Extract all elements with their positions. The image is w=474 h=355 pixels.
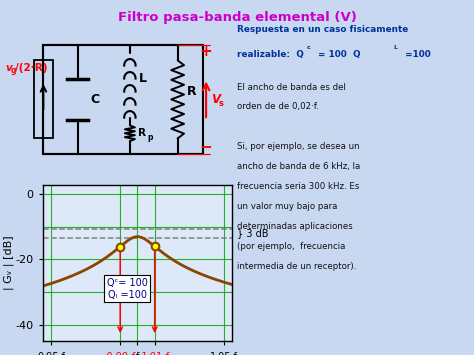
Text: f: f xyxy=(136,352,139,355)
Text: L: L xyxy=(393,45,397,50)
Text: R: R xyxy=(138,128,146,138)
Text: un valor muy bajo para: un valor muy bajo para xyxy=(237,202,337,211)
Text: Si, por ejemplo, se desea un: Si, por ejemplo, se desea un xyxy=(237,142,360,152)
Text: ancho de banda de 6 kHz, la: ancho de banda de 6 kHz, la xyxy=(237,162,360,171)
Text: =100: =100 xyxy=(401,50,430,59)
Text: v: v xyxy=(5,63,12,73)
Text: c: c xyxy=(307,45,310,50)
Text: intermedia de un receptor).: intermedia de un receptor). xyxy=(237,262,356,271)
Text: Qᶜ= 100
Qₗ =100: Qᶜ= 100 Qₗ =100 xyxy=(107,278,147,300)
Text: /(2·R): /(2·R) xyxy=(15,63,47,73)
Text: } 3 dB: } 3 dB xyxy=(237,228,269,239)
Text: s: s xyxy=(219,99,224,108)
Text: p: p xyxy=(147,133,153,142)
Text: 1,01·f: 1,01·f xyxy=(140,352,169,355)
Text: R: R xyxy=(187,85,197,98)
Text: orden de de 0,02·f.: orden de de 0,02·f. xyxy=(237,103,319,111)
Text: 0,99 f: 0,99 f xyxy=(106,352,135,355)
Text: 0.95·f: 0.95·f xyxy=(37,352,65,355)
Text: C: C xyxy=(90,93,99,106)
Text: V: V xyxy=(210,93,220,106)
Text: g: g xyxy=(11,66,17,75)
Text: frecuencia seria 300 kHz. Es: frecuencia seria 300 kHz. Es xyxy=(237,182,359,191)
Text: L: L xyxy=(139,72,147,85)
Text: realizable:  Q: realizable: Q xyxy=(237,50,304,59)
Bar xyxy=(34,60,53,138)
Bar xyxy=(44,45,203,154)
Text: El ancho de banda es del: El ancho de banda es del xyxy=(237,82,346,92)
Text: −: − xyxy=(200,140,212,155)
Text: determinadas aplicaciones: determinadas aplicaciones xyxy=(237,222,353,231)
Text: (por ejemplo,  frecuencia: (por ejemplo, frecuencia xyxy=(237,242,346,251)
Text: +: + xyxy=(200,44,212,59)
Y-axis label: | Gᵥ | [dB]: | Gᵥ | [dB] xyxy=(4,235,14,290)
Text: Respuesta en un caso fisicamente: Respuesta en un caso fisicamente xyxy=(237,25,408,34)
Text: 1.05·f: 1.05·f xyxy=(210,352,237,355)
Text: = 100  Q: = 100 Q xyxy=(318,50,360,59)
Text: Filtro pasa-banda elemental (V): Filtro pasa-banda elemental (V) xyxy=(118,11,356,24)
